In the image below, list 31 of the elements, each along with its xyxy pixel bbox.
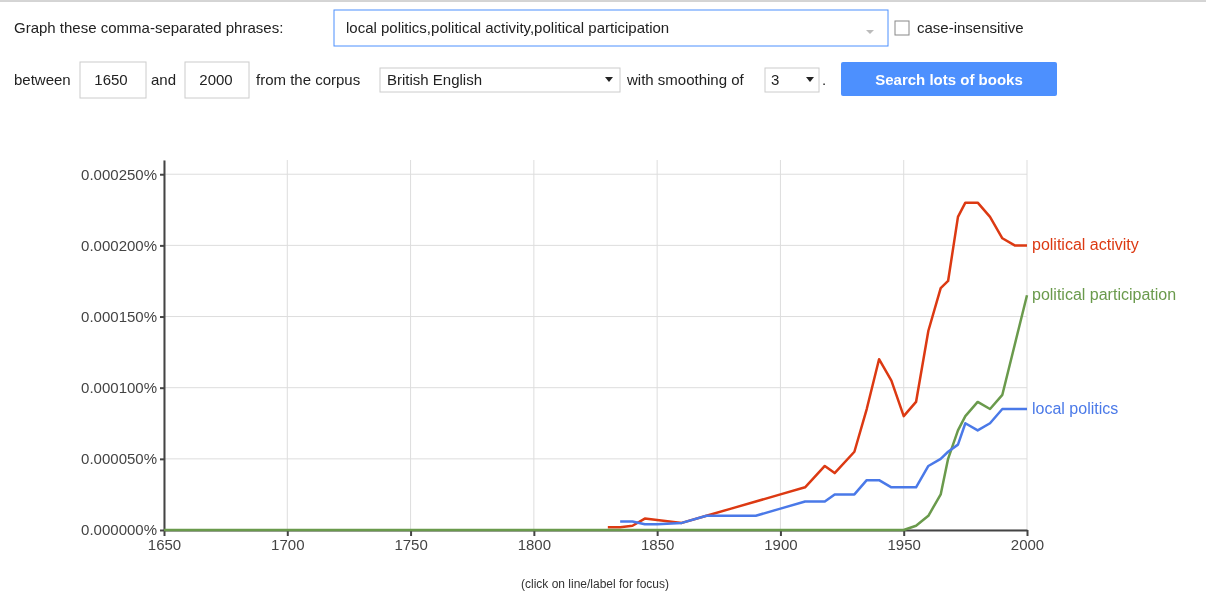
text: between: [14, 71, 71, 88]
y-tick-label: 0.000050%: [81, 450, 157, 468]
text: and: [151, 71, 177, 88]
text: from the corpus: [256, 71, 361, 88]
text: Search lots of books: [875, 71, 1023, 88]
series-label: political participation: [1032, 286, 1177, 304]
x-tick-label: 1850: [640, 535, 675, 553]
line-series: [606, 201, 1029, 529]
series-label: political activity: [1032, 236, 1139, 254]
y-tick-label: 0.000100%: [81, 378, 157, 396]
x-tick-label: 1700: [271, 535, 305, 553]
y-tick-label: 0.000150%: [81, 307, 157, 325]
x-tick-label: 1950: [887, 535, 921, 553]
text: Graph these comma-separated phrases:: [14, 19, 284, 36]
series-label: local politics: [1032, 400, 1119, 418]
x-tick-label: 1900: [764, 535, 798, 553]
text: .: [822, 71, 827, 88]
y-tick-label: 0.000200%: [81, 236, 157, 254]
text: 3: [771, 71, 780, 88]
x-tick-label: 1750: [394, 535, 428, 553]
x-tick-label: 1800: [517, 535, 552, 553]
x-tick-label: 2000: [1010, 535, 1045, 553]
text: (click on line/label for focus): [520, 577, 670, 591]
text: local politics,political activity,political participation: [346, 19, 670, 36]
text: with smoothing of: [626, 71, 745, 88]
text: British English: [387, 71, 483, 88]
text: 1650: [94, 71, 128, 88]
y-tick-label: 0.000250%: [81, 165, 157, 183]
text: 2000: [199, 71, 233, 88]
line-series: [618, 407, 1029, 526]
text: case-insensitive: [917, 19, 1024, 36]
